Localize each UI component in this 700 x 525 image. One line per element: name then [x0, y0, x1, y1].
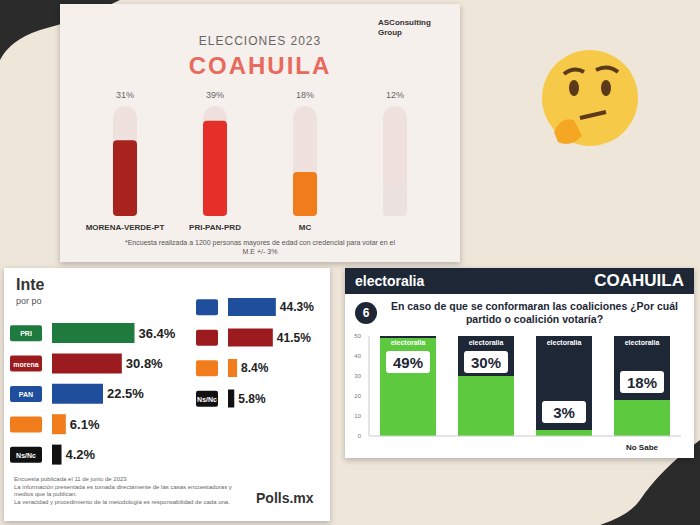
html-text:M.E +/- 3%: M.E +/- 3% — [242, 248, 278, 255]
svg-text:12%: 12% — [386, 90, 404, 100]
html-text:COAHUILA: COAHUILA — [594, 271, 684, 290]
svg-text:44.3%: 44.3% — [280, 300, 314, 314]
svg-text:20: 20 — [354, 393, 361, 399]
html-text:electoralia: electoralia — [355, 273, 425, 289]
html-text:Inte: Inte — [16, 276, 45, 293]
svg-text:PRI: PRI — [20, 330, 32, 337]
svg-text:PAN: PAN — [19, 391, 33, 398]
svg-text:31%: 31% — [116, 90, 134, 100]
html-text:*Encuesta realizada a 1200 per: *Encuesta realizada a 1200 personas mayo… — [125, 239, 395, 246]
svg-text:electoralia: electoralia — [625, 339, 660, 346]
svg-text:30.8%: 30.8% — [126, 356, 163, 371]
svg-text:36.4%: 36.4% — [139, 326, 176, 341]
svg-text:MORENA-VERDE-PT: MORENA-VERDE-PT — [86, 223, 165, 232]
svg-text:30: 30 — [354, 373, 361, 379]
html-text:ELECCIONES 2023: ELECCIONES 2023 — [198, 34, 322, 48]
html-text:La información presentada es t: La información presentada es tomada dire… — [14, 483, 232, 497]
html-text:La veracidad y procedimiento d: La veracidad y procedimiento de la metod… — [14, 498, 230, 505]
svg-text:No Sabe: No Sabe — [626, 443, 659, 452]
svg-text:10: 10 — [354, 413, 361, 419]
html-text:por po: por po — [16, 296, 42, 306]
html-text:COAHUILA: COAHUILA — [188, 52, 332, 79]
svg-text:3%: 3% — [553, 404, 575, 421]
svg-text:0: 0 — [358, 433, 362, 439]
svg-text:Ns/Nc: Ns/Nc — [197, 396, 217, 403]
html-text:En caso de que se conformaran: En caso de que se conformaran las coalic… — [390, 300, 678, 325]
svg-text:18%: 18% — [296, 90, 314, 100]
svg-text:Ns/Nc: Ns/Nc — [16, 452, 36, 459]
svg-text:electoralia: electoralia — [469, 339, 504, 346]
svg-text:50: 50 — [354, 333, 361, 339]
html-text:ASConsulting Group: ASConsulting Group — [378, 18, 431, 37]
svg-text:49%: 49% — [393, 354, 423, 371]
svg-text:4.2%: 4.2% — [66, 447, 96, 462]
svg-text:electoralia: electoralia — [547, 339, 582, 346]
html-text:6: 6 — [362, 306, 370, 320]
svg-text:40: 40 — [354, 353, 361, 359]
svg-text:22.5%: 22.5% — [107, 386, 144, 401]
svg-text:morena: morena — [13, 361, 38, 368]
svg-text:41.5%: 41.5% — [277, 331, 311, 345]
svg-text:6.1%: 6.1% — [70, 417, 100, 432]
svg-text:electoralia: electoralia — [391, 339, 426, 346]
svg-text:MC: MC — [299, 223, 312, 232]
svg-text:39%: 39% — [206, 90, 224, 100]
svg-text:18%: 18% — [627, 374, 657, 391]
svg-text:PRI-PAN-PRD: PRI-PAN-PRD — [189, 223, 241, 232]
svg-text:5.8%: 5.8% — [238, 392, 266, 406]
svg-text:8.4%: 8.4% — [241, 361, 269, 375]
html-text:Polls.mx: Polls.mx — [256, 490, 314, 506]
html-text:Encuesta publicada el 11 de ju: Encuesta publicada el 11 de junio de 202… — [14, 476, 127, 482]
svg-text:30%: 30% — [471, 354, 501, 371]
